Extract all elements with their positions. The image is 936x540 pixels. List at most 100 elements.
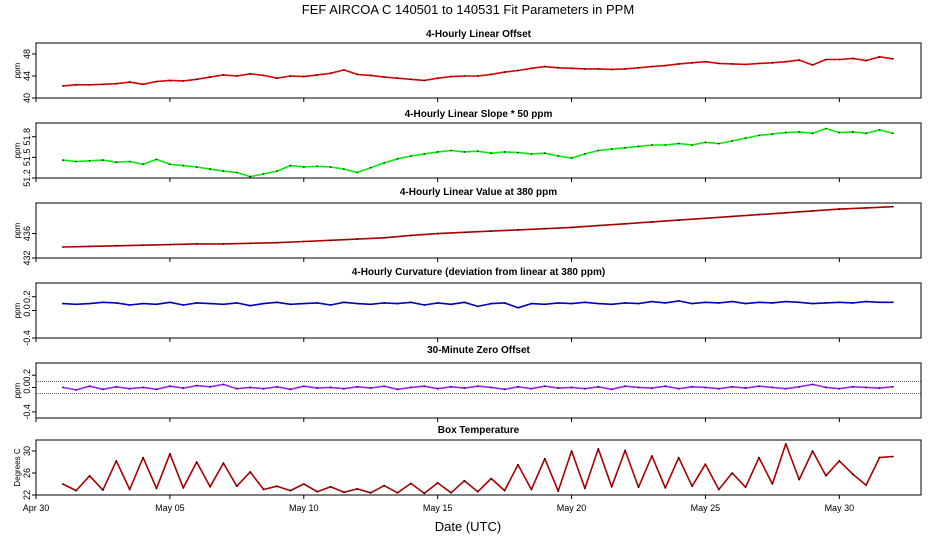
data-point [570, 226, 573, 229]
data-point [785, 387, 787, 390]
data-point [316, 490, 319, 493]
series-line [62, 205, 893, 248]
y-tick-label: 0.2 [22, 290, 32, 303]
x-tick-label: May 20 [557, 503, 587, 513]
data-point [825, 127, 827, 130]
data-point [62, 159, 64, 161]
panel-title: 4-Hourly Linear Value at 380 ppm [400, 187, 557, 198]
data-point [584, 387, 586, 390]
data-point [450, 386, 452, 388]
data-point [838, 131, 841, 134]
data-point [182, 164, 185, 167]
data-point [329, 239, 332, 242]
data-point [570, 386, 573, 389]
data-point [677, 387, 680, 390]
data-point [664, 144, 667, 146]
data-point [637, 386, 640, 389]
data-point [624, 302, 626, 304]
data-point [744, 137, 747, 139]
data-point [490, 152, 493, 154]
data-point [544, 152, 546, 154]
data-point [744, 302, 747, 305]
data-point [851, 302, 854, 304]
data-point [410, 78, 412, 81]
data-point [303, 166, 305, 168]
data-point [691, 62, 693, 64]
data-point [785, 131, 787, 134]
data-point [436, 232, 439, 235]
data-point [610, 486, 613, 488]
data-point [436, 302, 439, 304]
y-tick-label: 0.2 [22, 369, 32, 382]
data-point [677, 219, 680, 221]
data-point [597, 386, 600, 388]
data-point [276, 170, 278, 172]
data-point [169, 163, 171, 166]
data-point [557, 67, 559, 69]
data-point [249, 242, 251, 245]
data-point [718, 302, 720, 304]
data-point [517, 307, 519, 309]
data-point [851, 57, 854, 60]
data-point [704, 301, 707, 304]
data-point [892, 455, 894, 458]
x-tick-label: May 15 [423, 503, 453, 513]
data-point [169, 453, 171, 455]
data-point [557, 490, 559, 492]
data-point [892, 58, 894, 60]
data-point [865, 300, 867, 303]
x-tick-label: May 10 [289, 503, 319, 513]
data-point [262, 173, 265, 175]
x-axis-label: Date (UTC) [435, 519, 501, 534]
data-point [838, 387, 841, 390]
data-point [62, 85, 64, 87]
data-point [142, 386, 144, 389]
y-tick-label: 51.5 [22, 149, 32, 167]
data-point [517, 386, 519, 388]
data-point [195, 302, 198, 304]
data-point [115, 245, 118, 247]
data-point [544, 457, 546, 460]
data-point [811, 132, 814, 135]
data-point [530, 302, 533, 305]
data-point [410, 482, 412, 485]
data-point [62, 386, 64, 389]
y-tick-label: -0.4 [22, 330, 32, 346]
data-point [356, 488, 359, 490]
data-point [878, 301, 881, 304]
data-point [142, 244, 144, 246]
data-point [865, 132, 867, 135]
data-point [718, 387, 720, 390]
panel-title: Box Temperature [438, 425, 520, 436]
chart-panel-3: 4-Hourly Linear Value at 380 ppm 432 436pp… [13, 187, 922, 266]
data-point [865, 484, 867, 486]
data-point [276, 485, 278, 488]
y-axis-label: ppm [13, 302, 22, 318]
data-point [878, 387, 881, 389]
data-point [249, 304, 251, 307]
data-point [356, 73, 359, 76]
data-point [88, 475, 91, 477]
data-point [236, 75, 238, 77]
data-point [664, 385, 667, 388]
data-point [115, 386, 118, 388]
data-point [142, 302, 144, 305]
data-point [544, 227, 546, 230]
data-point [262, 74, 265, 77]
data-point [75, 389, 77, 391]
data-point [142, 83, 144, 86]
data-point [75, 489, 77, 492]
data-point [878, 456, 881, 459]
data-point [704, 386, 707, 389]
data-point [570, 302, 573, 305]
data-point [624, 68, 626, 70]
data-point [892, 132, 894, 135]
data-point [838, 301, 841, 304]
data-point [316, 387, 319, 389]
data-point [557, 302, 559, 304]
data-point [785, 212, 787, 214]
series-line [62, 443, 893, 495]
data-point [88, 385, 91, 388]
y-axis-label: ppm [13, 222, 22, 238]
